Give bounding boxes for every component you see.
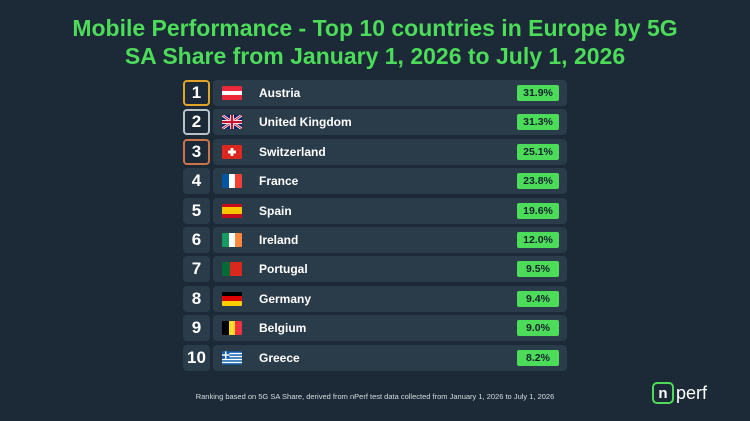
country-name: Austria — [259, 86, 301, 100]
table-row: Germany 9.4% — [213, 285, 567, 312]
rank-badge: 2 — [183, 109, 210, 136]
value-badge: 31.3% — [517, 114, 559, 131]
flag-greece-icon — [222, 350, 242, 365]
logo-text: perf — [676, 382, 708, 403]
flag-spain-icon — [222, 203, 242, 218]
flag-germany-icon — [222, 291, 242, 306]
value-badge: 9.5% — [517, 261, 559, 278]
title-line-1: Mobile Performance - Top 10 countries in… — [72, 15, 678, 41]
country-name: Belgium — [259, 321, 307, 336]
logo-mark: n — [652, 382, 674, 404]
value-badge: 9.4% — [517, 290, 559, 307]
country-name: Greece — [259, 350, 300, 365]
flag-united-kingdom-icon — [222, 115, 242, 130]
country-name: Ireland — [259, 233, 299, 247]
table-row: Portugal 9.5% — [213, 256, 567, 283]
value-badge: 31.9% — [517, 85, 559, 101]
value-badge: 8.2% — [517, 349, 559, 366]
flag-portugal-icon — [222, 262, 242, 277]
value-badge: 9.0% — [517, 320, 559, 337]
table-row: Ireland 12.0% — [213, 227, 567, 253]
value-badge: 19.6% — [517, 202, 559, 219]
flag-france-icon — [222, 174, 242, 189]
value-badge: 12.0% — [517, 232, 559, 248]
page-title: Mobile Performance - Top 10 countries in… — [0, 14, 750, 70]
value-badge: 23.8% — [517, 173, 559, 190]
rank-badge: 9 — [183, 315, 210, 342]
rank-badge: 10 — [183, 344, 210, 371]
table-row: Switzerland 25.1% — [213, 138, 567, 165]
table-row: Austria 31.9% — [213, 80, 567, 106]
value-badge: 25.1% — [517, 143, 559, 160]
table-row: Spain 19.6% — [213, 197, 567, 224]
rank-badge: 3 — [183, 138, 210, 165]
rank-badge: 8 — [183, 285, 210, 312]
flag-switzerland-icon — [222, 144, 242, 159]
country-name: Switzerland — [259, 144, 326, 159]
table-row: United Kingdom 31.3% — [213, 109, 567, 136]
table-row: France 23.8% — [213, 168, 567, 195]
flag-austria-icon — [222, 86, 242, 100]
country-name: Spain — [259, 203, 292, 218]
country-name: Portugal — [259, 262, 308, 277]
flag-belgium-icon — [222, 321, 242, 336]
country-name: Germany — [259, 291, 312, 306]
title-line-2: SA Share from January 1, 2026 to July 1,… — [124, 43, 626, 69]
rank-badge: 5 — [183, 197, 210, 224]
rank-badge: 6 — [183, 227, 210, 253]
rank-badge: 7 — [183, 256, 210, 283]
nperf-logo: n perf — [652, 380, 707, 406]
rank-badge: 1 — [183, 80, 210, 106]
country-name: United Kingdom — [259, 115, 352, 130]
rank-badge: 4 — [183, 168, 210, 195]
flag-ireland-icon — [222, 233, 242, 247]
country-name: France — [259, 174, 299, 189]
footnote: Ranking based on 5G SA Share, derived fr… — [195, 392, 555, 401]
table-row: Belgium 9.0% — [213, 315, 567, 342]
table-row: Greece 8.2% — [213, 344, 567, 371]
